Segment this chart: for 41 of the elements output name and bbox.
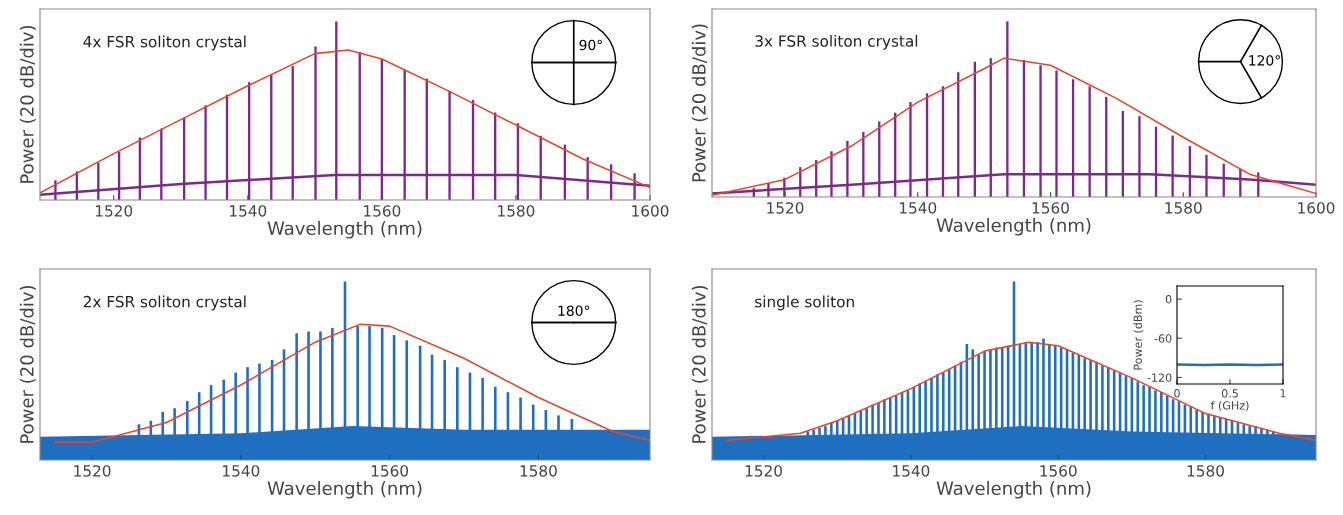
x-tick-label: 1580	[498, 205, 535, 217]
annotation: 120°	[1249, 55, 1280, 66]
y-tick-label: 0	[1165, 295, 1172, 304]
x-tick-label: 1600	[632, 205, 669, 217]
x-tick-label: 1560	[364, 205, 401, 217]
x-tick-label: 1560	[371, 465, 409, 477]
y-axis-title: Power (dBm)	[1133, 300, 1144, 370]
x-tick-label: 1520	[74, 465, 111, 477]
annotation: 4x FSR soliton crystal	[83, 35, 246, 51]
x-axis-title: Wavelength (nm)	[936, 218, 1091, 236]
x-tick-label: 1540	[223, 465, 260, 477]
x-tick-label: 1	[1280, 389, 1286, 398]
x-tick-label: 1580	[1165, 202, 1202, 214]
annotation: 3x FSR soliton crystal	[755, 34, 918, 50]
x-tick-label: 1540	[893, 465, 930, 477]
x-tick-label: 0	[1174, 389, 1180, 398]
y-tick-label: -120	[1147, 373, 1172, 382]
x-tick-label: 0.5	[1221, 389, 1238, 398]
x-tick-label: 1540	[230, 205, 267, 217]
x-tick-label: 1580	[1187, 465, 1224, 477]
x-tick-label: 1560	[1040, 465, 1077, 477]
x-axis-title: Wavelength (nm)	[936, 481, 1091, 499]
y-axis-title: Power (20 dB/div)	[691, 285, 708, 443]
annotation: 180°	[558, 305, 590, 316]
annotation: single soliton	[755, 295, 854, 311]
x-tick-label: 1520	[95, 205, 133, 217]
x-tick-label: 1600	[1298, 202, 1335, 214]
y-axis-title: Power (20 dB/div)	[19, 285, 36, 443]
x-axis-title: Wavelength (nm)	[267, 221, 422, 239]
y-axis-title: Power (20 dB/div)	[19, 25, 36, 183]
y-tick-label: -60	[1154, 334, 1172, 343]
x-tick-label: 1520	[767, 202, 804, 214]
x-tick-label: 1520	[745, 465, 782, 477]
x-axis-title: Wavelength (nm)	[267, 481, 422, 499]
x-axis-title: f (GHz)	[1210, 401, 1249, 411]
annotation: 90°	[579, 39, 602, 51]
x-tick-label: 1580	[520, 465, 557, 477]
x-tick-label: 1560	[1032, 202, 1069, 214]
annotation: 2x FSR soliton crystal	[83, 295, 246, 311]
x-tick-label: 1540	[900, 202, 937, 214]
y-axis-title: Power (20 dB/div)	[691, 24, 708, 182]
